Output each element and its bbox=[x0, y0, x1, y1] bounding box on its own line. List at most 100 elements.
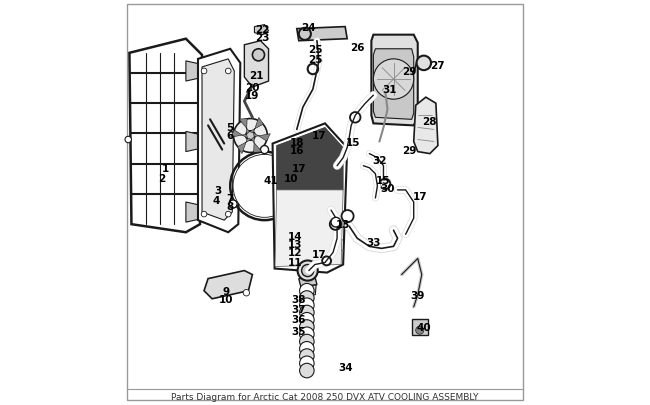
Polygon shape bbox=[174, 194, 186, 225]
Text: 21: 21 bbox=[249, 71, 264, 81]
Polygon shape bbox=[174, 134, 186, 164]
Circle shape bbox=[292, 200, 300, 209]
Circle shape bbox=[298, 261, 318, 281]
Polygon shape bbox=[160, 54, 174, 74]
Polygon shape bbox=[237, 139, 252, 154]
Circle shape bbox=[416, 326, 424, 335]
Circle shape bbox=[246, 131, 255, 141]
Text: 11: 11 bbox=[287, 258, 302, 268]
Polygon shape bbox=[131, 54, 146, 74]
Text: 35: 35 bbox=[292, 326, 306, 336]
Text: 23: 23 bbox=[255, 32, 270, 43]
Polygon shape bbox=[146, 194, 160, 225]
Text: 12: 12 bbox=[287, 248, 302, 258]
Polygon shape bbox=[174, 54, 186, 74]
Polygon shape bbox=[146, 74, 160, 104]
Polygon shape bbox=[252, 137, 262, 153]
Circle shape bbox=[300, 349, 314, 363]
Text: 29: 29 bbox=[402, 67, 417, 77]
Circle shape bbox=[226, 69, 231, 75]
Circle shape bbox=[243, 290, 250, 296]
Text: 9: 9 bbox=[223, 286, 229, 296]
Text: 6: 6 bbox=[227, 131, 234, 141]
Text: 40: 40 bbox=[417, 322, 431, 332]
Polygon shape bbox=[131, 74, 146, 104]
Text: 7: 7 bbox=[227, 194, 234, 203]
Circle shape bbox=[331, 218, 341, 228]
Circle shape bbox=[300, 335, 314, 349]
Polygon shape bbox=[129, 40, 202, 232]
Circle shape bbox=[202, 212, 207, 217]
Text: 33: 33 bbox=[366, 238, 381, 248]
Polygon shape bbox=[371, 36, 418, 126]
Circle shape bbox=[417, 56, 431, 71]
Polygon shape bbox=[198, 50, 240, 232]
Circle shape bbox=[233, 155, 296, 218]
Circle shape bbox=[373, 60, 413, 100]
Text: 26: 26 bbox=[350, 43, 365, 53]
Polygon shape bbox=[373, 50, 413, 120]
Polygon shape bbox=[239, 119, 250, 135]
Text: 17: 17 bbox=[413, 192, 427, 201]
Polygon shape bbox=[275, 190, 343, 267]
Polygon shape bbox=[160, 164, 174, 194]
Circle shape bbox=[300, 313, 314, 327]
Text: 36: 36 bbox=[292, 314, 306, 324]
Text: 17: 17 bbox=[311, 250, 326, 260]
Text: 4: 4 bbox=[213, 196, 220, 205]
Circle shape bbox=[300, 327, 314, 342]
Polygon shape bbox=[174, 104, 186, 134]
Polygon shape bbox=[146, 164, 160, 194]
Polygon shape bbox=[160, 74, 174, 104]
Polygon shape bbox=[297, 28, 347, 42]
Circle shape bbox=[300, 284, 314, 298]
Text: 3: 3 bbox=[214, 185, 222, 196]
Text: 2: 2 bbox=[158, 173, 165, 183]
Text: 32: 32 bbox=[372, 155, 387, 165]
Text: 24: 24 bbox=[302, 23, 316, 32]
Text: 41: 41 bbox=[263, 175, 278, 185]
Text: 37: 37 bbox=[291, 304, 306, 314]
Text: 15: 15 bbox=[346, 137, 361, 147]
Text: 18: 18 bbox=[289, 137, 304, 147]
Text: 20: 20 bbox=[245, 83, 259, 93]
Polygon shape bbox=[186, 202, 204, 223]
Polygon shape bbox=[174, 164, 186, 194]
Polygon shape bbox=[146, 134, 160, 164]
Text: 27: 27 bbox=[430, 61, 445, 71]
Polygon shape bbox=[277, 128, 343, 190]
Text: 25: 25 bbox=[307, 45, 322, 55]
Polygon shape bbox=[131, 194, 146, 225]
Text: 17: 17 bbox=[311, 131, 326, 141]
Text: 29: 29 bbox=[402, 145, 417, 155]
Text: 34: 34 bbox=[338, 362, 352, 373]
Circle shape bbox=[300, 305, 314, 320]
Text: 10: 10 bbox=[283, 173, 298, 183]
Text: 16: 16 bbox=[289, 145, 304, 155]
Circle shape bbox=[300, 291, 314, 305]
Polygon shape bbox=[131, 164, 146, 194]
Polygon shape bbox=[131, 134, 146, 164]
Circle shape bbox=[302, 265, 314, 277]
Circle shape bbox=[300, 356, 314, 371]
Text: 8: 8 bbox=[227, 202, 234, 211]
Circle shape bbox=[202, 69, 207, 75]
Polygon shape bbox=[186, 62, 204, 82]
Text: 19: 19 bbox=[245, 91, 259, 101]
Polygon shape bbox=[186, 132, 204, 152]
Text: 25: 25 bbox=[307, 55, 322, 65]
Polygon shape bbox=[146, 104, 160, 134]
Polygon shape bbox=[160, 194, 174, 225]
Circle shape bbox=[252, 50, 265, 62]
Polygon shape bbox=[411, 319, 428, 335]
Text: 39: 39 bbox=[411, 290, 425, 300]
Polygon shape bbox=[131, 104, 146, 134]
Polygon shape bbox=[254, 26, 268, 36]
Circle shape bbox=[300, 363, 314, 378]
Polygon shape bbox=[413, 98, 438, 154]
Text: 22: 22 bbox=[255, 25, 270, 34]
Text: 1: 1 bbox=[162, 163, 170, 173]
Polygon shape bbox=[231, 130, 248, 139]
Text: Parts Diagram for Arctic Cat 2008 250 DVX ATV COOLING ASSEMBLY: Parts Diagram for Arctic Cat 2008 250 DV… bbox=[171, 392, 479, 401]
Text: 17: 17 bbox=[291, 163, 306, 173]
